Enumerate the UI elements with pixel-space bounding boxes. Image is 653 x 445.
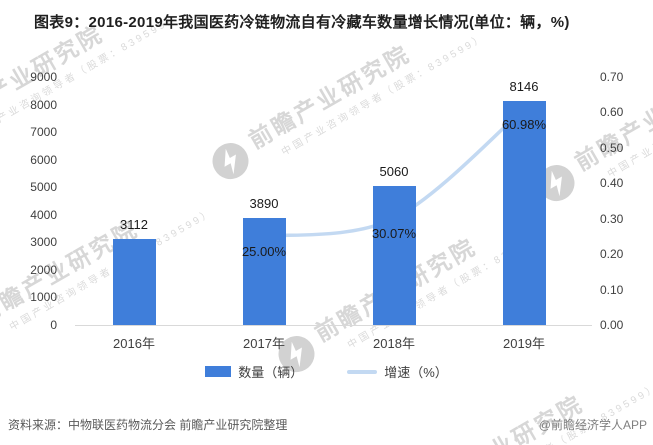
- y-axis-right-tick: 0.00: [600, 318, 624, 332]
- credit-text: @前瞻经济学人APP: [538, 418, 647, 432]
- bar-value-label: 3890: [249, 195, 279, 211]
- x-axis-label: 2017年: [243, 336, 285, 351]
- legend-label-growth: 增速（%）: [384, 365, 448, 380]
- growth-point-label: 30.07%: [371, 226, 417, 242]
- growth-point-label: 25.00%: [241, 244, 287, 260]
- source-text: 资料来源：中物联医药物流分会 前瞻产业研究院整理: [8, 418, 288, 432]
- x-axis-label: 2016年: [113, 336, 155, 351]
- x-axis-line: [75, 325, 592, 326]
- bar-2018年: [372, 185, 416, 325]
- bar-swatch: [205, 366, 232, 377]
- legend-item-quantity: 数量（辆）: [205, 362, 303, 381]
- y-axis-left-tick: 5000: [30, 180, 57, 195]
- growth-point-label: 60.98%: [501, 116, 547, 132]
- bar-2017年: [242, 217, 286, 325]
- y-axis-right-tick: 0.60: [600, 105, 624, 120]
- bar-2016年: [112, 239, 156, 325]
- y-axis-left-tick: 0: [50, 318, 57, 332]
- legend: 数量（辆） 增速（%）: [0, 362, 653, 381]
- y-axis-left-tick: 4000: [30, 207, 57, 222]
- legend-label-quantity: 数量（辆）: [238, 365, 304, 380]
- y-axis-left-tick: 2000: [30, 262, 57, 277]
- y-axis-left-tick: 9000: [30, 70, 57, 84]
- y-axis-right-tick: 0.30: [600, 211, 624, 226]
- y-axis-right-tick: 0.50: [600, 140, 624, 155]
- y-axis-left-tick: 8000: [30, 97, 57, 112]
- x-axis-label: 2019年: [503, 336, 545, 351]
- y-axis-right-tick: 0.40: [600, 176, 624, 191]
- bar-value-label: 3112: [120, 217, 148, 233]
- bar-value-label: 8146: [509, 78, 539, 94]
- y-axis-right-tick: 0.20: [600, 247, 624, 262]
- bar-2019年: [502, 100, 546, 325]
- line-swatch: [347, 369, 378, 374]
- y-axis-left-tick: 1000: [30, 290, 57, 305]
- x-axis-label: 2018年: [373, 336, 415, 351]
- legend-item-growth: 增速（%）: [347, 362, 448, 381]
- y-axis-left-tick: 3000: [30, 235, 57, 250]
- y-axis-left-tick: 7000: [30, 125, 57, 140]
- chart-title: 图表9：2016-2019年我国医药冷链物流自有冷藏车数量增长情况(单位：辆，%…: [34, 14, 570, 31]
- bar-value-label: 5060: [379, 163, 409, 179]
- y-axis-right-tick: 0.70: [600, 70, 624, 84]
- y-axis-left-tick: 6000: [30, 152, 57, 167]
- y-axis-right-tick: 0.10: [600, 282, 624, 297]
